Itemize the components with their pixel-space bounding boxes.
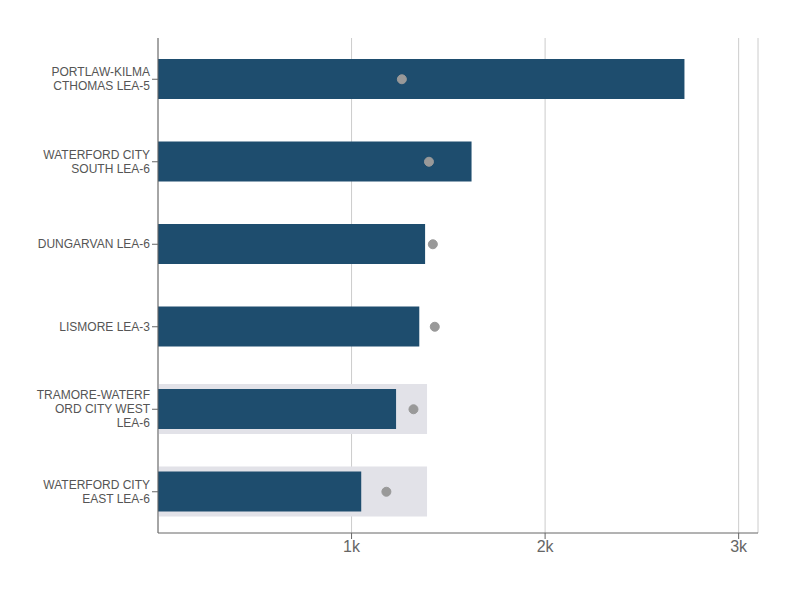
svg-text:WATERFORD CITYSOUTH LEA-6: WATERFORD CITYSOUTH LEA-6 [43,148,150,176]
svg-text:LISMORE LEA-3: LISMORE LEA-3 [59,320,150,334]
svg-text:1k: 1k [343,538,361,555]
svg-text:PORTLAW-KILMACTHOMAS LEA-5: PORTLAW-KILMACTHOMAS LEA-5 [52,65,151,93]
svg-text:3k: 3k [730,538,748,555]
svg-text:2k: 2k [537,538,555,555]
svg-text:DUNGARVAN LEA-6: DUNGARVAN LEA-6 [38,237,151,251]
svg-text:WATERFORD CITYEAST LEA-6: WATERFORD CITYEAST LEA-6 [43,478,150,506]
svg-text:TRAMORE-WATERFORD CITY WESTLEA: TRAMORE-WATERFORD CITY WESTLEA-6 [37,388,151,430]
